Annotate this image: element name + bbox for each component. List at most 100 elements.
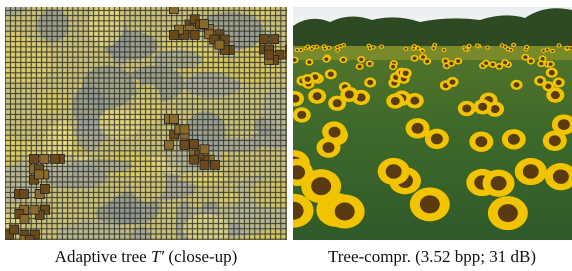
sunflower-center [410, 97, 419, 105]
sunflower-center [324, 57, 328, 61]
sunflower-center [345, 90, 354, 98]
sunflower-center [558, 44, 561, 46]
sunflower-center [431, 133, 443, 144]
sunflower-center [391, 97, 400, 105]
sunflower-center [491, 63, 495, 67]
sunflower-center [297, 111, 306, 119]
sunflower-center [296, 49, 299, 51]
left-caption: Adaptive tree T′ (close-up) [55, 247, 238, 266]
sunflower-center [450, 79, 456, 84]
sunflower-center [558, 119, 570, 130]
coarse-block [10, 225, 19, 234]
coarse-block [25, 235, 34, 244]
coarse-block [20, 215, 29, 224]
sunflower-center [503, 61, 507, 65]
sunflower-center [468, 45, 471, 47]
sunflower-center [541, 57, 545, 61]
sunflower-center [421, 55, 425, 59]
sunflower-center [391, 65, 395, 69]
sunflower-center [526, 46, 529, 48]
coarse-block [29, 154, 38, 163]
sunflower-center [329, 127, 341, 138]
sunflower-center [551, 50, 554, 52]
sunflower-center [542, 50, 545, 52]
sunflower-center [310, 48, 313, 50]
sunflower-center [328, 47, 331, 49]
coarse-block [265, 50, 274, 59]
sunflower-center [497, 65, 501, 69]
coarse-block [20, 190, 29, 199]
sunflower-center [456, 59, 460, 63]
sunflower-center [333, 99, 342, 107]
sunflower-center [420, 195, 440, 213]
sunflower-center [546, 49, 549, 51]
coarse-block [180, 125, 189, 134]
sunflower-center [300, 49, 303, 51]
adaptive-tree-image [0, 0, 305, 257]
sunflower-center [537, 78, 543, 83]
caption-text: Adaptive tree [55, 247, 151, 266]
sunflower-center [386, 164, 402, 178]
sunflower-center [322, 142, 334, 153]
coarse-block [270, 35, 279, 44]
sunflower-center [336, 49, 339, 51]
sunflower-center [551, 91, 560, 99]
sunflower-center [475, 136, 487, 147]
sunflower-center [553, 169, 569, 183]
sunflower-center [421, 50, 424, 52]
sunflower-center [443, 49, 446, 51]
page: Adaptive tree T′ (close-up) Tree-compr. … [0, 0, 572, 271]
coarse-block [259, 35, 268, 44]
sunflower-center [358, 65, 362, 69]
coarse-block [180, 140, 189, 149]
compressed-image [274, 7, 572, 240]
coarse-block [190, 155, 199, 164]
coarse-block [215, 40, 224, 49]
sunflower-center [425, 60, 429, 64]
sunflower-center [413, 45, 416, 47]
sunflower-center [313, 92, 322, 100]
sunflower-center [433, 44, 436, 46]
coarse-block [199, 19, 208, 28]
sunflower-center [549, 62, 553, 66]
right-caption: Tree-compr. (3.52 bpp; 31 dB) [328, 247, 536, 266]
sunflower-center [444, 59, 448, 63]
sunflower-center [289, 165, 305, 179]
sunflower-center [523, 55, 527, 59]
sunflower-center [539, 62, 543, 66]
coarse-block [169, 4, 178, 13]
sunflower-center [491, 105, 500, 113]
sunflower-center [508, 134, 520, 145]
sunflower-center [341, 58, 345, 62]
sunflower-center [549, 70, 555, 75]
coarse-block [200, 160, 209, 169]
coarse-block [164, 140, 173, 149]
figure: Adaptive tree T′ (close-up) Tree-compr. … [0, 0, 572, 271]
sunflower-center [328, 72, 334, 77]
sunflower-center [417, 47, 420, 49]
sunflower-center [566, 47, 569, 49]
sunflower-center [413, 56, 417, 60]
coarse-block [170, 114, 179, 123]
sunflower-center [372, 46, 375, 48]
sunflower-center [486, 46, 489, 48]
sunflower-center [476, 44, 479, 46]
sunflower-center [359, 58, 363, 62]
sunflower-center [498, 204, 518, 222]
coarse-block [50, 154, 59, 163]
sunflower-center [293, 58, 297, 62]
sunflower-center [340, 45, 343, 47]
sunflower-center [512, 44, 515, 46]
sunflower-center [380, 46, 383, 48]
sunflower-center [556, 80, 562, 85]
coarse-block [200, 145, 209, 154]
coarse-block [35, 170, 44, 179]
sunflower-center [311, 177, 331, 195]
coarse-block [40, 184, 49, 193]
coarse-block [169, 30, 178, 39]
sunflower-center [523, 164, 539, 178]
sunflower-center [412, 123, 424, 134]
sunflower-center [403, 70, 409, 75]
sunflower-center [367, 80, 373, 85]
sunflower-center [305, 76, 311, 81]
